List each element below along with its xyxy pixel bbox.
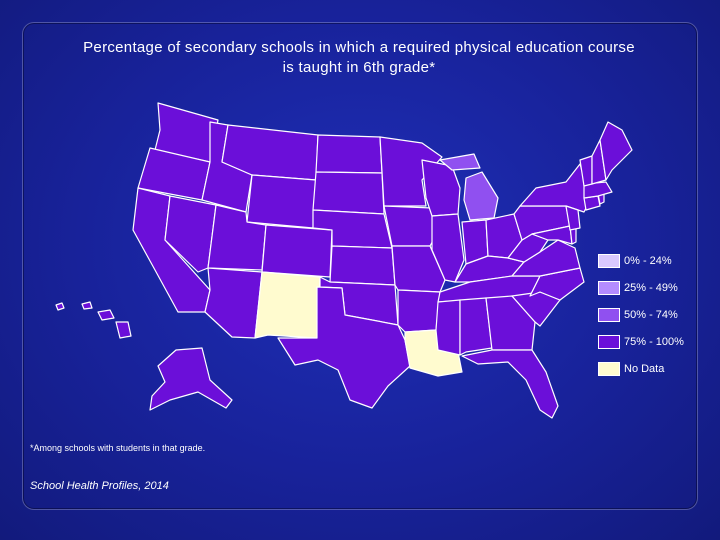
title-line-1: Percentage of secondary schools in which… bbox=[83, 39, 635, 56]
state-GA bbox=[485, 295, 536, 351]
state-ND bbox=[315, 134, 383, 174]
state-HI bbox=[55, 301, 132, 339]
state-MS bbox=[435, 299, 461, 356]
state-AL bbox=[459, 297, 493, 356]
state-KS bbox=[329, 245, 396, 286]
state-CO bbox=[261, 224, 333, 278]
state-ME bbox=[599, 121, 633, 181]
legend-label: 75% - 100% bbox=[624, 336, 684, 348]
legend-swatch bbox=[598, 254, 620, 268]
legend-swatch bbox=[598, 308, 620, 322]
state-NV bbox=[164, 195, 217, 273]
state-AK bbox=[149, 347, 233, 411]
state-NJ bbox=[565, 205, 581, 231]
state-MA bbox=[583, 181, 613, 199]
state-WY bbox=[246, 174, 317, 229]
slide-frame bbox=[22, 22, 698, 510]
legend-label: 0% - 24% bbox=[624, 255, 672, 267]
legend-swatch bbox=[598, 335, 620, 349]
state-TX bbox=[277, 286, 411, 409]
legend-label: 50% - 74% bbox=[624, 309, 678, 321]
state-FL bbox=[461, 349, 559, 419]
map-title: Percentage of secondary schools in which… bbox=[22, 38, 696, 78]
state-MD bbox=[531, 225, 573, 245]
state-NM bbox=[254, 271, 321, 339]
legend-label: No Data bbox=[624, 363, 665, 375]
source-citation: School Health Profiles, 2014 bbox=[30, 480, 169, 492]
state-NY bbox=[519, 163, 591, 213]
state-SD bbox=[312, 171, 385, 215]
state-AR bbox=[397, 289, 441, 333]
legend-swatch bbox=[598, 281, 620, 295]
legend-label: 25% - 49% bbox=[624, 282, 678, 294]
title-line-2: is taught in 6th grade* bbox=[282, 59, 436, 76]
footnote: *Among schools with students in that gra… bbox=[30, 443, 206, 453]
state-AZ bbox=[204, 267, 263, 339]
legend-swatch bbox=[598, 362, 620, 376]
